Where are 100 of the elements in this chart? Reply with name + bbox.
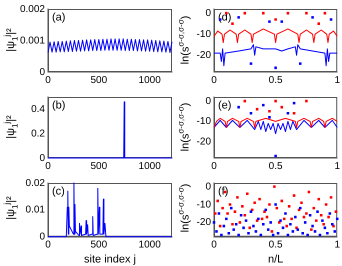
x-tick-label: 1000: [138, 240, 162, 251]
y-tick-label: -10: [196, 116, 212, 128]
point: [230, 206, 233, 210]
point: [269, 221, 272, 224]
point: [232, 228, 235, 231]
y-tick-label: -20: [196, 217, 212, 228]
x-tick-label: 500: [90, 240, 108, 251]
x-tick-label: 0.5: [268, 160, 283, 172]
point: [302, 216, 306, 218]
x-axis-title: n/L: [268, 253, 284, 266]
point: [214, 212, 217, 215]
point: [253, 201, 256, 204]
point: [241, 205, 244, 208]
point: [237, 106, 240, 108]
point: [285, 224, 288, 228]
x-tick-label: 1: [334, 160, 340, 172]
y-tick-label: -10: [196, 28, 212, 40]
annotation: (b): [52, 100, 66, 112]
y-tick-label: -20: [196, 50, 212, 61]
y-tick-label: 0: [205, 181, 212, 192]
point: [231, 222, 234, 226]
y-tick-label: 0.02: [26, 178, 46, 189]
y-tick-label: 0.4: [31, 104, 46, 115]
point: [314, 230, 316, 233]
point: [324, 12, 326, 14]
point: [252, 224, 255, 228]
point: [301, 232, 304, 234]
y-tick-label: -20: [196, 136, 212, 148]
point: [286, 234, 290, 236]
point: [244, 219, 248, 222]
point: [311, 224, 314, 228]
point: [273, 185, 276, 188]
y-tick-label: 0: [39, 152, 46, 164]
y-tick-label: 0.002: [20, 4, 46, 15]
point: [274, 154, 277, 158]
x-tick-label: 500: [90, 74, 108, 86]
x-tick-label: 1: [334, 240, 340, 251]
point: [282, 226, 284, 230]
point: [292, 230, 294, 233]
point: [311, 16, 314, 19]
point: [305, 12, 308, 14]
point: [237, 234, 240, 236]
point: [318, 234, 322, 236]
point: [268, 116, 271, 119]
point: [220, 234, 223, 236]
point: [244, 214, 246, 217]
point: [327, 216, 330, 218]
point: [305, 212, 308, 215]
x-tick-label: 500: [90, 160, 108, 172]
y-tick-label: 0: [205, 96, 212, 107]
point: [222, 224, 226, 228]
point: [304, 221, 306, 224]
point: [266, 228, 270, 231]
point: [250, 62, 252, 65]
point: [280, 200, 284, 202]
point: [262, 104, 265, 106]
point: [216, 200, 219, 202]
point: [280, 106, 284, 108]
point: [244, 100, 246, 102]
point: [225, 218, 228, 220]
point: [260, 234, 262, 236]
point: [312, 206, 316, 210]
point: [320, 214, 322, 217]
point: [242, 226, 245, 230]
point: [290, 218, 293, 220]
annotation: (a): [52, 12, 66, 24]
y-tick-label: 0.01: [26, 204, 46, 216]
y-tick-label: 0: [205, 8, 212, 19]
annotation: (e): [218, 100, 232, 112]
point: [240, 214, 242, 217]
point: [288, 205, 290, 208]
point: [247, 232, 250, 234]
point: [324, 226, 326, 230]
point: [298, 62, 302, 65]
x-tick-label: 0.5: [268, 74, 283, 86]
point: [326, 232, 329, 234]
point: [334, 210, 338, 213]
point: [272, 234, 274, 236]
point: [330, 18, 332, 21]
point: [336, 218, 338, 220]
point: [215, 230, 218, 233]
point: [248, 226, 252, 230]
point: [317, 22, 320, 25]
point: [274, 18, 277, 21]
point: [289, 222, 292, 226]
point: [306, 234, 309, 236]
point: [234, 210, 236, 213]
point: [228, 203, 232, 206]
point: [237, 16, 240, 19]
point: [286, 112, 290, 115]
point: [300, 201, 303, 204]
point: [258, 198, 261, 200]
point: [228, 232, 230, 234]
point: [282, 218, 286, 220]
point: [218, 224, 222, 228]
point: [268, 110, 271, 113]
point: [317, 198, 320, 200]
point: [268, 203, 271, 206]
point: [270, 230, 274, 233]
point: [324, 203, 328, 206]
